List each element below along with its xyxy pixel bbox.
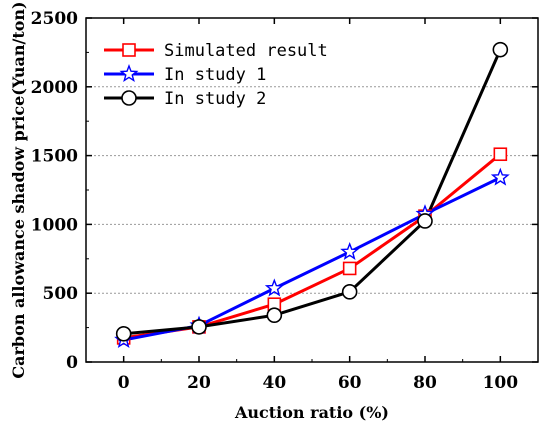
data-point-series-1	[342, 261, 357, 276]
axis-ticks: 0 500 1000 1500 2000 2500 0 20 40 60 80 100	[31, 9, 538, 393]
y-tick-label: 500	[43, 284, 79, 304]
x-axis-title: Auction ratio (%)	[234, 403, 389, 422]
y-tick-label: 0	[66, 353, 78, 373]
legend-marker-3	[121, 90, 137, 106]
x-tick-label: 100	[483, 373, 519, 393]
x-tick-label: 60	[338, 373, 362, 393]
plot-frame	[85, 17, 539, 363]
x-tick-label: 40	[262, 373, 286, 393]
y-tick-label: 2500	[31, 9, 78, 29]
y-tick-label: 1500	[31, 147, 78, 167]
x-tick-label: 80	[413, 373, 437, 393]
legend-label-2: In study 1	[164, 65, 266, 85]
data-point-series-3	[492, 41, 509, 58]
legend: Simulated result In study 1 In study 2	[104, 41, 328, 109]
data-point-series-3	[191, 319, 207, 335]
y-tick-label: 1000	[31, 215, 78, 235]
gridlines	[86, 86, 538, 294]
data-point-series-3	[341, 284, 358, 300]
legend-marker-1	[122, 43, 136, 57]
data-point-series-2	[490, 167, 510, 186]
legend-marker-2	[119, 64, 139, 83]
data-point-series-2	[340, 241, 360, 260]
series-line-3	[123, 49, 502, 336]
data-point-series-3	[115, 325, 132, 342]
y-axis-title: Carbon allowance shadow price(Yuan/ton)	[9, 1, 28, 378]
x-tick-label: 20	[187, 373, 211, 393]
data-point-series-3	[266, 307, 283, 324]
series-group	[114, 41, 510, 349]
data-point-series-2	[264, 278, 284, 297]
legend-label-3: In study 2	[164, 89, 266, 109]
data-point-series-1	[493, 147, 508, 162]
x-tick-label: 0	[118, 373, 130, 393]
y-tick-label: 2000	[31, 78, 78, 98]
data-point-series-3	[417, 213, 433, 229]
legend-label-1: Simulated result	[164, 41, 328, 61]
